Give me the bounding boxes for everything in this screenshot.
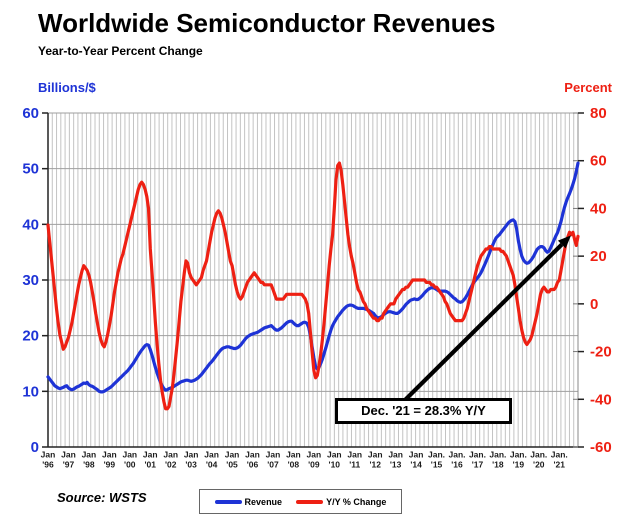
x-tick-labels: Jan'96Jan'97Jan'98Jan'99Jan'00Jan'01Jan'… bbox=[41, 450, 568, 470]
svg-text:10: 10 bbox=[22, 383, 39, 400]
svg-text:40: 40 bbox=[22, 216, 39, 233]
svg-text:60: 60 bbox=[590, 153, 607, 170]
legend-item-revenue: Revenue bbox=[214, 496, 283, 507]
svg-text:'04: '04 bbox=[206, 460, 218, 470]
left-tick-labels: 0 10 20 30 40 50 60 bbox=[22, 105, 39, 456]
svg-text:'09: '09 bbox=[308, 460, 320, 470]
svg-text:-60: -60 bbox=[590, 439, 612, 456]
svg-text:Jan: Jan bbox=[347, 450, 362, 460]
svg-text:'00: '00 bbox=[124, 460, 136, 470]
svg-text:Jan.: Jan. bbox=[469, 450, 486, 460]
svg-text:Jan: Jan bbox=[307, 450, 322, 460]
svg-text:Jan.: Jan. bbox=[510, 450, 527, 460]
svg-text:'12: '12 bbox=[369, 460, 381, 470]
source-credit: Source: WSTS bbox=[57, 490, 147, 505]
svg-text:'16: '16 bbox=[451, 460, 463, 470]
svg-text:'19: '19 bbox=[513, 460, 525, 470]
svg-text:Jan: Jan bbox=[163, 450, 178, 460]
legend-label-yoy: Y/Y % Change bbox=[326, 496, 387, 507]
svg-text:'17: '17 bbox=[472, 460, 484, 470]
svg-text:Jan: Jan bbox=[122, 450, 137, 460]
svg-text:'14: '14 bbox=[410, 460, 422, 470]
svg-text:Jan.: Jan. bbox=[530, 450, 547, 460]
svg-text:'10: '10 bbox=[329, 460, 341, 470]
chart-subtitle: Year-to-Year Percent Change bbox=[38, 44, 203, 58]
svg-text:40: 40 bbox=[590, 200, 607, 217]
horizontal-gridlines bbox=[48, 112, 578, 392]
right-axis-title: Percent bbox=[564, 80, 612, 95]
svg-text:60: 60 bbox=[22, 105, 39, 122]
svg-text:'99: '99 bbox=[104, 460, 116, 470]
svg-text:'15: '15 bbox=[431, 460, 443, 470]
svg-text:'97: '97 bbox=[63, 460, 75, 470]
annotation-arrow-head bbox=[557, 235, 571, 249]
svg-text:Jan.: Jan. bbox=[428, 450, 445, 460]
legend-label-revenue: Revenue bbox=[244, 496, 283, 507]
svg-text:Jan: Jan bbox=[61, 450, 76, 460]
svg-text:'21: '21 bbox=[554, 460, 566, 470]
svg-text:'98: '98 bbox=[83, 460, 95, 470]
svg-text:-20: -20 bbox=[590, 344, 612, 361]
svg-text:Jan.: Jan. bbox=[448, 450, 465, 460]
svg-text:Jan: Jan bbox=[143, 450, 158, 460]
svg-text:'08: '08 bbox=[288, 460, 300, 470]
svg-text:Jan: Jan bbox=[368, 450, 383, 460]
svg-text:'20: '20 bbox=[533, 460, 545, 470]
svg-text:Jan: Jan bbox=[41, 450, 56, 460]
svg-text:'05: '05 bbox=[226, 460, 238, 470]
svg-text:Jan: Jan bbox=[184, 450, 199, 460]
svg-text:Jan: Jan bbox=[409, 450, 424, 460]
right-tick-labels: -60 -40 -20 0 20 40 60 80 bbox=[590, 105, 612, 456]
page-title: Worldwide Semiconductor Revenues bbox=[38, 8, 496, 38]
revenue-line-swatch bbox=[214, 499, 242, 504]
left-axis-title: Billions/$ bbox=[38, 80, 96, 95]
svg-text:Jan: Jan bbox=[82, 450, 97, 460]
svg-text:30: 30 bbox=[22, 272, 39, 289]
annotation-text: Dec. '21 = 28.3% Y/Y bbox=[361, 403, 486, 418]
svg-text:'11: '11 bbox=[349, 460, 360, 470]
svg-text:Jan: Jan bbox=[327, 450, 342, 460]
svg-text:'96: '96 bbox=[42, 460, 54, 470]
yoy-line bbox=[46, 161, 580, 411]
svg-text:Jan: Jan bbox=[225, 450, 240, 460]
svg-text:Jan: Jan bbox=[266, 450, 281, 460]
svg-text:Jan: Jan bbox=[245, 450, 260, 460]
annotation-arrow-shaft bbox=[403, 243, 564, 402]
svg-text:0: 0 bbox=[31, 439, 39, 456]
svg-text:-40: -40 bbox=[590, 391, 612, 408]
svg-text:20: 20 bbox=[22, 328, 39, 345]
svg-text:Jan: Jan bbox=[388, 450, 403, 460]
legend-item-yoy: Y/Y % Change bbox=[296, 497, 386, 507]
svg-text:'06: '06 bbox=[247, 460, 259, 470]
svg-text:'13: '13 bbox=[390, 460, 402, 470]
svg-text:'01: '01 bbox=[145, 460, 157, 470]
svg-text:20: 20 bbox=[590, 248, 607, 265]
svg-text:Jan.: Jan. bbox=[551, 450, 568, 460]
svg-text:0: 0 bbox=[590, 296, 598, 313]
svg-text:'02: '02 bbox=[165, 460, 177, 470]
svg-text:Jan: Jan bbox=[102, 450, 117, 460]
svg-text:'07: '07 bbox=[267, 460, 279, 470]
svg-text:50: 50 bbox=[22, 161, 39, 178]
svg-text:'03: '03 bbox=[185, 460, 197, 470]
annotation-callout: Dec. '21 = 28.3% Y/Y bbox=[335, 398, 512, 424]
svg-text:'18: '18 bbox=[492, 460, 504, 470]
svg-text:80: 80 bbox=[590, 105, 607, 122]
svg-text:Jan: Jan bbox=[204, 450, 219, 460]
yoy-line-swatch bbox=[296, 499, 324, 504]
legend: Revenue Y/Y % Change bbox=[199, 489, 402, 514]
svg-text:Jan: Jan bbox=[286, 450, 301, 460]
svg-text:Jan.: Jan. bbox=[489, 450, 506, 460]
